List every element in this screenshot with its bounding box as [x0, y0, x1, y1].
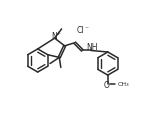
Text: N: N [51, 32, 57, 41]
Text: ⁻: ⁻ [84, 24, 88, 33]
Text: Cl: Cl [77, 26, 85, 35]
Text: NH: NH [87, 43, 98, 52]
Text: +: + [55, 31, 60, 36]
Text: CH₃: CH₃ [118, 82, 129, 87]
Text: O: O [104, 81, 110, 90]
